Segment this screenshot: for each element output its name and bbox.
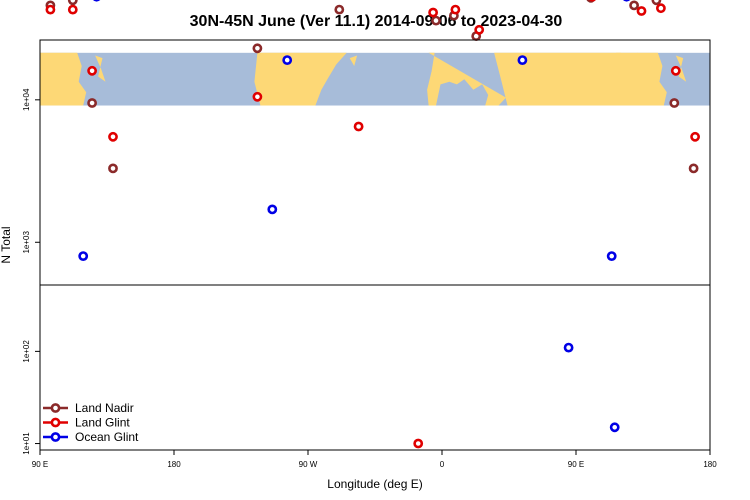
point-land-glint-4: [252, 91, 263, 102]
point-ocean-glint-23: [606, 251, 617, 261]
point-ocean-glint-0: [78, 251, 89, 261]
x-tick-label-1: 180: [167, 460, 181, 469]
point-land-nadir-6: [334, 4, 345, 15]
point-land-glint-16: [656, 3, 666, 14]
x-axis-label: Longitude (deg E): [327, 477, 422, 491]
map-land-9: [616, 52, 667, 106]
x-tick-label-2: 90 W: [299, 460, 318, 469]
point-land-glint-9: [450, 4, 461, 15]
point-land-nadir-2: [87, 98, 97, 108]
y-upper-tick-label-1: 1e+04: [22, 88, 31, 111]
x-tick-label-5: 180: [703, 460, 717, 469]
map-land-2: [95, 55, 106, 82]
point-land-glint-3: [108, 131, 118, 142]
point-land-nadir-17: [688, 163, 699, 174]
point-land-glint-0: [45, 4, 56, 15]
point-land-glint-17: [670, 65, 681, 76]
plot-frame: [39, 39, 711, 451]
y-lower-tick-label-0: 1e+01: [22, 432, 31, 455]
y-upper-tick-label-0: 1e+03: [22, 231, 31, 254]
point-land-nadir-15: [651, 0, 662, 6]
point-land-nadir-3: [108, 163, 118, 174]
point-ocean-glint-10: [282, 55, 293, 65]
legend-marker-land-glint: [50, 417, 61, 428]
point-ocean-glint-9: [267, 204, 278, 215]
y-lower-tick-label-1: 1e+02: [22, 340, 31, 363]
x-tick-label-4: 90 E: [568, 460, 584, 469]
y-axis-label: N Total: [0, 226, 13, 263]
point-land-glint-2: [87, 65, 97, 76]
point-ocean-glint-22: [609, 422, 620, 433]
legend-label-land-glint: Land Glint: [75, 416, 130, 430]
x-tick-label-3: 0: [440, 460, 445, 469]
point-land-glint-19: [413, 438, 424, 449]
map-land-4: [349, 55, 358, 66]
map-land-6: [494, 52, 632, 106]
point-ocean-glint-19: [517, 55, 528, 65]
legend-marker-land-nadir: [50, 403, 61, 413]
world-map-band: [40, 52, 710, 106]
point-land-glint-18: [690, 131, 700, 142]
legend-label-ocean-glint: Ocean Glint: [75, 430, 139, 444]
map-land-5: [427, 52, 506, 106]
point-land-glint-15: [636, 6, 647, 16]
point-land-nadir-1: [67, 0, 78, 6]
point-land-glint-7: [353, 121, 364, 132]
point-land-nadir-16: [669, 98, 680, 108]
legend-label-land-nadir: Land Nadir: [75, 401, 134, 415]
point-ocean-glint-21: [563, 342, 574, 353]
point-land-nadir-7: [431, 15, 441, 26]
data-points: [45, 0, 700, 449]
map-land-1: [40, 52, 87, 106]
point-land-glint-8: [428, 7, 438, 18]
map-land-10: [675, 55, 687, 82]
chart-title: 30N-45N June (Ver 11.1) 2014-09-06 to 20…: [190, 13, 563, 30]
map-land-3: [254, 52, 347, 106]
point-land-glint-10: [474, 24, 485, 35]
point-land-glint-1: [67, 4, 78, 15]
point-land-nadir-14: [629, 0, 639, 11]
point-land-nadir-4: [252, 43, 263, 54]
legend-marker-ocean-glint: [50, 432, 61, 442]
x-tick-label-0: 90 E: [32, 460, 48, 469]
